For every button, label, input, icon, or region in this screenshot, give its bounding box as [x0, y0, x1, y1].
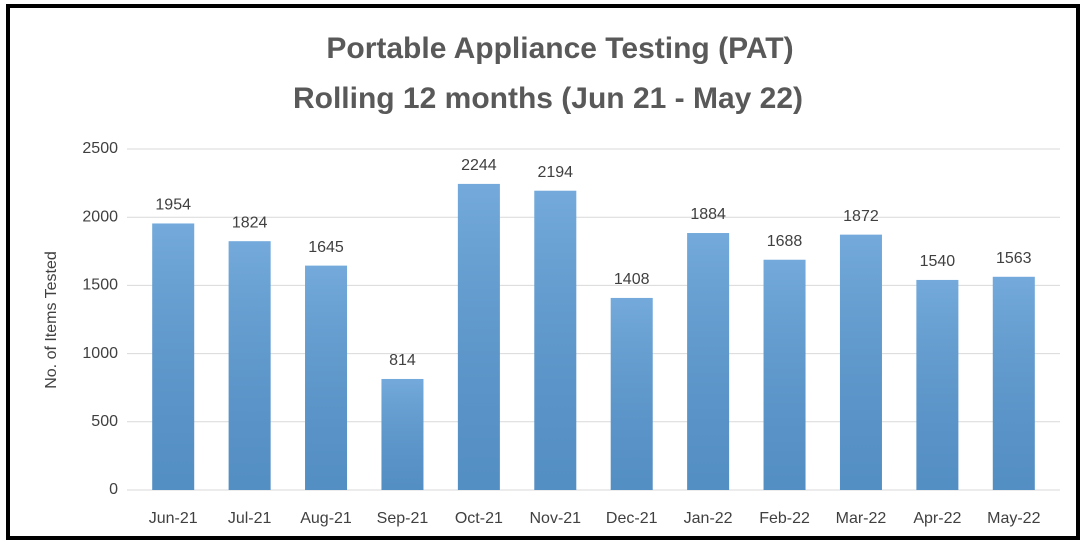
x-tick-label: Sep-21: [377, 510, 429, 527]
y-tick-label: 2000: [82, 208, 118, 225]
x-tick-label: Jul-21: [228, 510, 272, 527]
y-tick-label: 1000: [82, 345, 118, 362]
data-label: 1563: [996, 250, 1032, 267]
x-tick-label: Jan-22: [684, 510, 733, 527]
data-label: 814: [389, 352, 416, 369]
bar-shade: [916, 279, 959, 490]
data-label: 1645: [308, 239, 344, 256]
bar-shade: [228, 241, 271, 490]
bar-shade: [381, 378, 424, 490]
bar-shade: [610, 297, 653, 490]
x-tick-label: Dec-21: [606, 510, 658, 527]
data-label: 1824: [232, 214, 268, 231]
bar-shade: [992, 276, 1035, 490]
y-axis-title: No. of Items Tested: [43, 251, 60, 389]
data-label: 1540: [920, 253, 956, 270]
x-tick-label: Nov-21: [530, 510, 582, 527]
x-tick-label: Apr-22: [913, 510, 961, 527]
chart-title: Portable Appliance Testing (PAT): [326, 32, 793, 65]
x-tick-label: Mar-22: [836, 510, 887, 527]
x-tick-label: Oct-21: [455, 510, 503, 527]
y-tick-label: 500: [91, 413, 118, 430]
y-tick-label: 1500: [82, 277, 118, 294]
x-tick-label: May-22: [987, 510, 1040, 527]
bar-shade: [305, 265, 348, 490]
bar-shade: [763, 259, 806, 490]
data-label: 1884: [690, 206, 726, 223]
x-tick-label: Aug-21: [300, 510, 352, 527]
data-label: 2194: [537, 164, 573, 181]
bar-shade: [534, 190, 577, 490]
chart-title: Rolling 12 months (Jun 21 - May 22): [293, 82, 803, 115]
y-tick-label: 0: [109, 481, 118, 498]
data-label: 2244: [461, 157, 497, 174]
data-label: 1688: [767, 233, 803, 250]
x-tick-label: Feb-22: [759, 510, 810, 527]
bar-shade: [687, 233, 730, 490]
data-label: 1872: [843, 208, 879, 225]
data-label: 1954: [155, 197, 191, 214]
bar-shade: [457, 183, 500, 490]
bar-shade: [152, 223, 195, 490]
y-tick-label: 2500: [82, 140, 118, 157]
x-tick-label: Jun-21: [149, 510, 198, 527]
bar-shade: [839, 234, 882, 490]
data-label: 1408: [614, 271, 650, 288]
